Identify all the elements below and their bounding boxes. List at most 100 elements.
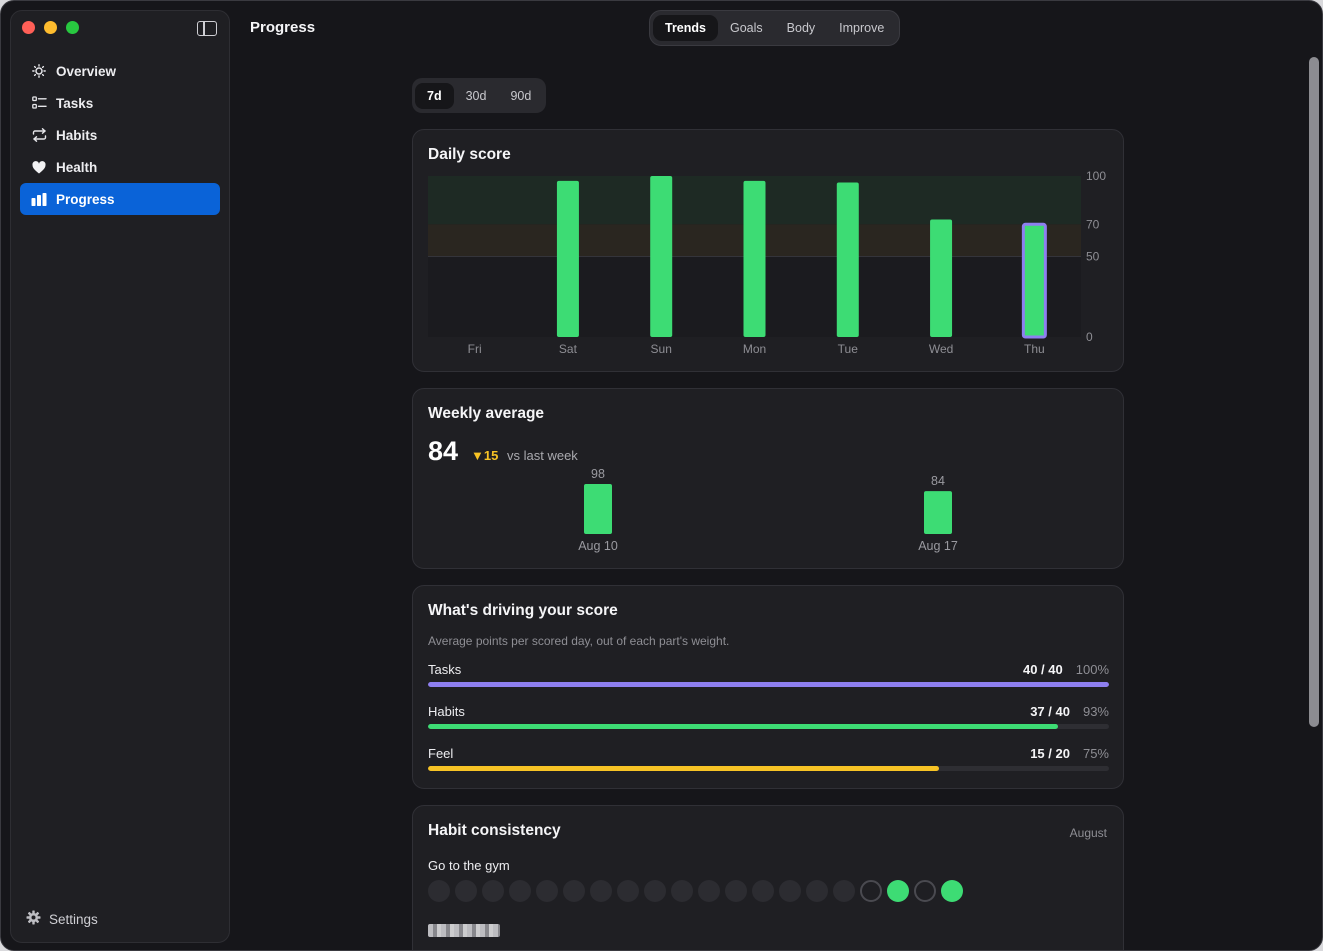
tab-improve[interactable]: Improve [839,21,885,35]
habit-day-dot[interactable] [806,880,828,902]
page-title: Progress [250,19,316,36]
weekly-delta-caption: vs last week [507,448,578,463]
tab-body[interactable]: Body [786,21,816,35]
window-controls [22,21,79,34]
y-tick-label: 50 [1086,250,1100,264]
minimize-window-button[interactable] [44,21,57,34]
habit-day-dot[interactable] [887,880,909,902]
y-tick-label: 70 [1086,217,1100,231]
x-tick-label: Sun [651,342,672,356]
habit-day-dot[interactable] [536,880,558,902]
habit-day-dot[interactable] [644,880,666,902]
tab-goals[interactable]: Goals [730,21,763,35]
habit-day-dot[interactable] [725,880,747,902]
sidebar-item-label: Health [56,159,98,175]
settings-button[interactable]: Settings [26,910,98,928]
score-bar [1021,222,1047,339]
habit-day-dots [428,880,963,902]
driver-progress-fill [428,766,939,771]
habit-day-dot[interactable] [563,880,585,902]
driver-progress-track [428,682,1109,687]
sidebar-item-label: Habits [56,127,98,143]
weekly-average-card: 98 Aug 10 84 Aug 17 Weekly average 84 ▼15 v… [412,388,1124,569]
habit-day-dot[interactable] [671,880,693,902]
range-90d[interactable]: 90d [510,88,532,103]
sidebar-item-health[interactable]: Health [20,151,220,183]
weekly-average-title: Weekly average [428,405,545,422]
habit-day-dot[interactable] [455,880,477,902]
sidebar-toggle-icon[interactable] [197,21,217,36]
driver-progress-track [428,724,1109,729]
score-bar [556,180,579,337]
bar-value-label: 98 [591,467,605,481]
weekly-average-value: 84 [428,436,459,466]
habit-day-dot[interactable] [590,880,612,902]
driver-fraction: 15 / 20 [1030,746,1070,761]
sidebar-item-overview[interactable]: Overview [20,55,220,87]
sun-icon [31,63,47,79]
habit-day-dot[interactable] [617,880,639,902]
checklist-icon [31,95,47,111]
habit-day-dot[interactable] [509,880,531,902]
x-tick-label: Thu [1024,342,1045,356]
score-bar [836,182,859,337]
habit-day-dot[interactable] [752,880,774,902]
score-drivers-card: What's driving your score Average points… [412,585,1124,789]
score-bar [930,219,953,337]
y-tick-label: 100 [1086,169,1106,183]
driver-name: Tasks [428,662,462,677]
habit-day-dot[interactable] [482,880,504,902]
driver-progress-fill [428,682,1109,687]
score-bar [743,180,766,337]
driver-percent: 93% [1082,704,1109,719]
sidebar-item-tasks[interactable]: Tasks [20,87,220,119]
vertical-scrollbar[interactable] [1309,57,1319,727]
habit-day-dot[interactable] [779,880,801,902]
score-bar [650,176,673,337]
sidebar-item-habits[interactable]: Habits [20,119,220,151]
score-drivers-subtitle: Average points per scored day, out of ea… [428,634,730,648]
habit-day-dot[interactable] [428,880,450,902]
repeat-icon [31,127,47,143]
habit-day-dot[interactable] [698,880,720,902]
range-selector: 7d 30d 90d [412,78,547,113]
view-tabs: Trends Goals Body Improve [649,10,901,46]
bar-value-label: 84 [931,474,945,488]
gear-icon [26,910,41,928]
habit-consistency-card: Habit consistency August Go to the gym [412,805,1124,950]
x-tick-label: Mon [743,342,766,356]
close-window-button[interactable] [22,21,35,34]
x-tick-label: Wed [929,342,953,356]
tab-trends[interactable]: Trends [653,15,718,41]
habit-consistency-title: Habit consistency [428,822,561,839]
bar-chart-icon [31,191,47,207]
sidebar: Overview Tasks Habits Health [10,10,230,943]
driver-progress-fill [428,724,1058,729]
driver-fraction: 37 / 40 [1030,704,1070,719]
range-7d[interactable]: 7d [415,82,454,109]
habit-day-dot[interactable] [833,880,855,902]
driver-row-tasks: Tasks 40 / 40 100% [428,662,1109,687]
y-tick-label: 0 [1086,330,1093,344]
sidebar-item-label: Overview [56,63,117,79]
x-tick-label: Fri [468,342,482,356]
habit-day-dot[interactable] [914,880,936,902]
sidebar-item-label: Tasks [56,95,94,111]
habit-name: Go to the gym [428,858,510,873]
driver-fraction: 40 / 40 [1022,662,1063,677]
driver-name: Feel [428,746,454,761]
daily-score-chart: 100 70 50 0 Fri Sat Sun Mon Tue Wed Thu [428,169,1106,356]
score-drivers-title: What's driving your score [428,602,618,619]
driver-row-feel: Feel 15 / 20 75% [428,746,1109,771]
habit-day-dot[interactable] [860,880,882,902]
x-tick-label: Tue [838,342,859,356]
sidebar-nav: Overview Tasks Habits Health [20,55,220,215]
range-30d[interactable]: 30d [465,88,487,103]
weekly-bar [584,484,612,534]
daily-score-card: 100 70 50 0 Fri Sat Sun Mon Tue Wed Thu Daily scor… [412,129,1124,372]
heart-icon [31,159,47,175]
habit-day-dot[interactable] [941,880,963,902]
maximize-window-button[interactable] [66,21,79,34]
sidebar-item-progress[interactable]: Progress [20,183,220,215]
driver-percent: 75% [1082,746,1109,761]
